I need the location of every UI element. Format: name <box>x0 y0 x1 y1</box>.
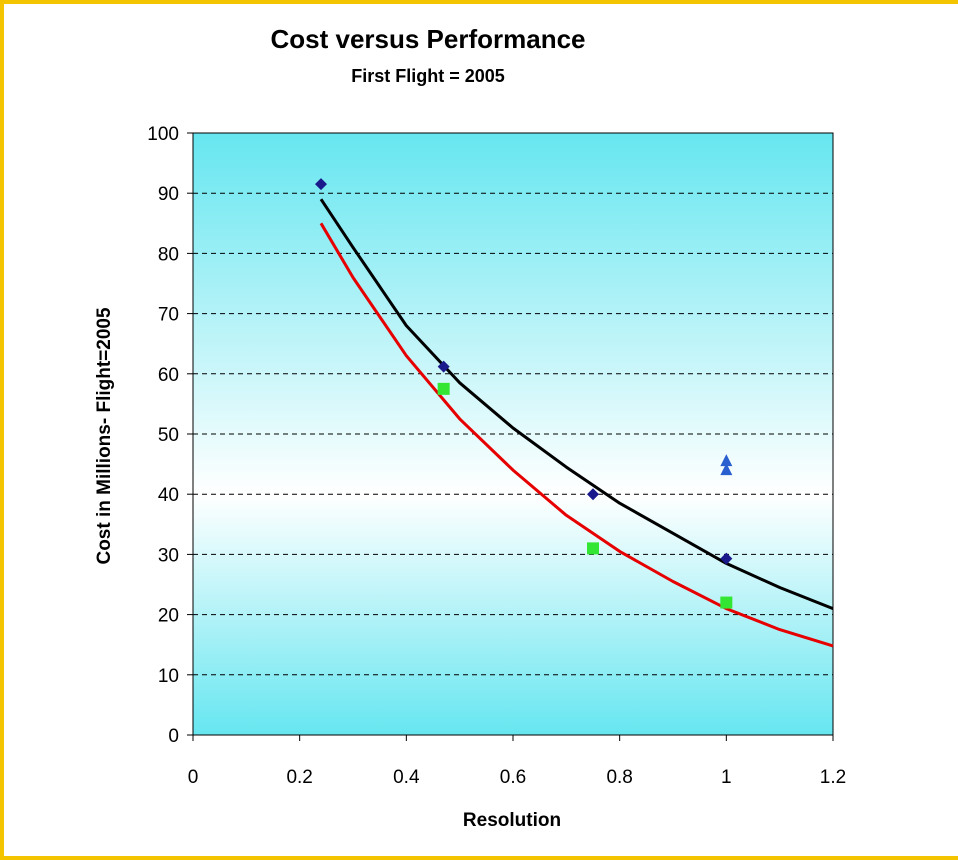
chart-title: Cost versus Performance <box>270 24 585 54</box>
y-axis-ticks: 0 10 20 30 40 50 60 70 80 90 100 <box>147 124 193 747</box>
x-tick-label: 0.4 <box>393 767 420 788</box>
chart-svg: Cost versus Performance First Flight = 2… <box>94 24 846 831</box>
y-tick-label: 10 <box>158 666 179 687</box>
diamond-point <box>315 178 327 191</box>
chart-subtitle: First Flight = 2005 <box>351 66 505 86</box>
x-axis-label: Resolution <box>463 810 561 831</box>
y-tick-label: 20 <box>158 606 179 627</box>
x-tick-label: 0.6 <box>500 767 526 788</box>
square-point <box>720 596 733 609</box>
triangle-point <box>720 454 733 467</box>
diamond-point <box>720 552 733 565</box>
y-axis-label: Cost in Millions- Flight=2005 <box>94 307 115 564</box>
y-tick-label: 40 <box>158 485 179 506</box>
y-tick-label: 50 <box>158 425 179 446</box>
y-tick-label: 80 <box>158 244 179 265</box>
x-tick-label: 0.2 <box>286 767 312 788</box>
x-tick-label: 1 <box>721 767 732 788</box>
y-tick-label: 90 <box>158 184 179 205</box>
square-point <box>587 542 599 555</box>
y-tick-label: 60 <box>158 365 179 386</box>
triangle-point <box>720 463 733 476</box>
y-tick-label: 100 <box>147 124 179 145</box>
y-tick-label: 30 <box>158 545 179 566</box>
x-tick-label: 0.8 <box>606 767 632 788</box>
y-tick-label: 0 <box>168 726 179 747</box>
square-point <box>437 382 450 395</box>
trend-line-4 <box>319 222 834 648</box>
trend-line-3 <box>319 198 834 610</box>
x-tick-label: 1.2 <box>820 767 846 788</box>
trend-lines <box>319 198 834 648</box>
diamond-point <box>437 360 450 373</box>
x-tick-label: 0 <box>188 767 199 788</box>
x-axis-ticks: 0 0.2 0.4 0.6 0.8 1 1.2 <box>188 735 846 788</box>
data-markers <box>315 178 733 609</box>
diamond-point <box>587 488 599 501</box>
y-tick-label: 70 <box>158 305 179 326</box>
